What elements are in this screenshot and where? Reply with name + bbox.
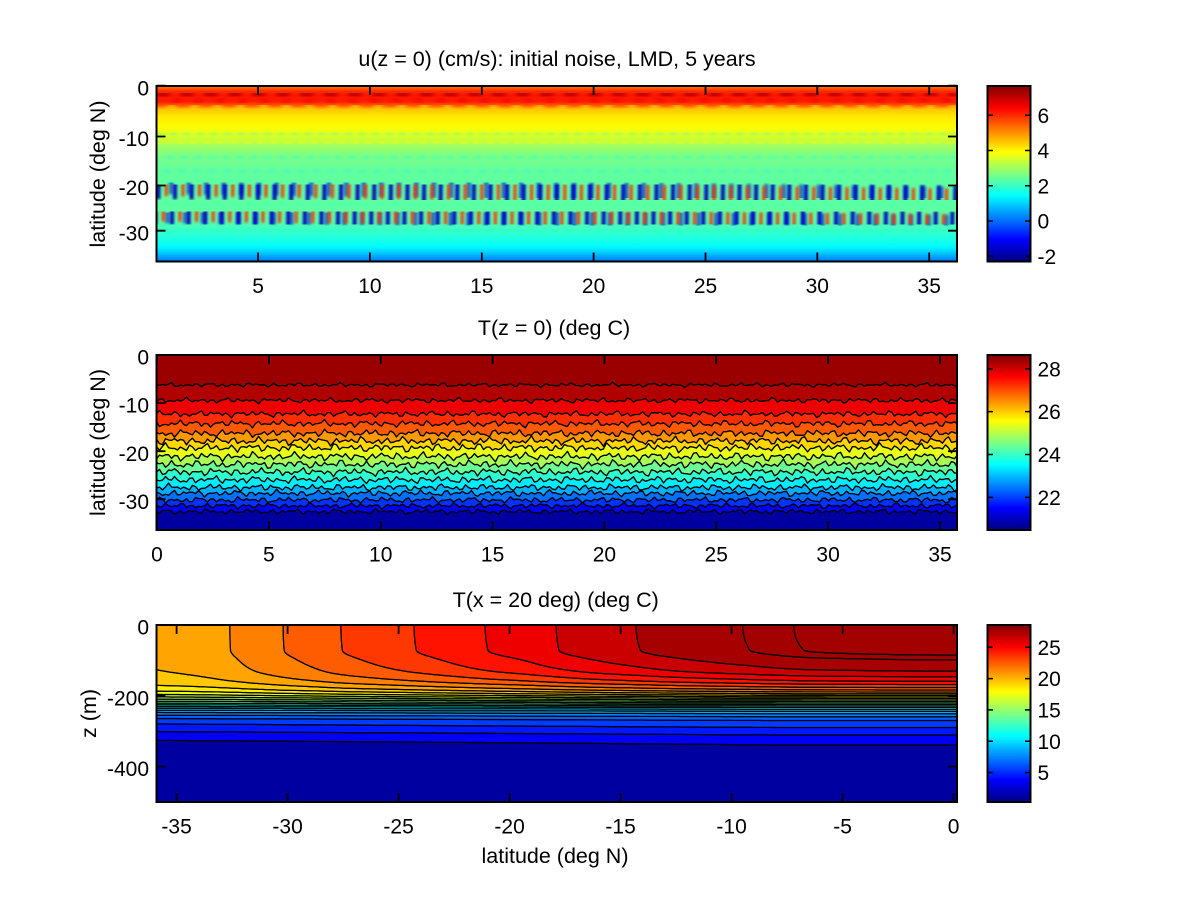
svg-text:25: 25 <box>694 275 717 298</box>
svg-text:25: 25 <box>1038 637 1061 660</box>
svg-text:-200: -200 <box>107 687 149 710</box>
svg-text:10: 10 <box>358 275 381 298</box>
svg-text:-5: -5 <box>833 815 852 838</box>
svg-text:20: 20 <box>1038 668 1061 691</box>
svg-text:2: 2 <box>1038 175 1050 198</box>
svg-text:35: 35 <box>928 543 951 566</box>
svg-text:-30: -30 <box>119 491 149 514</box>
svg-text:15: 15 <box>470 275 493 298</box>
svg-text:15: 15 <box>481 543 504 566</box>
svg-text:-400: -400 <box>107 758 149 781</box>
svg-text:-20: -20 <box>494 815 524 838</box>
svg-text:10: 10 <box>369 543 392 566</box>
svg-text:T(x = 20 deg) (deg C): T(x = 20 deg) (deg C) <box>453 588 659 612</box>
svg-text:-35: -35 <box>161 815 191 838</box>
svg-text:0: 0 <box>137 617 149 640</box>
svg-text:latitude (deg N): latitude (deg N) <box>86 369 110 516</box>
svg-text:5: 5 <box>252 275 264 298</box>
svg-text:z (m): z (m) <box>77 689 101 738</box>
svg-text:-2: -2 <box>1038 246 1057 269</box>
svg-text:28: 28 <box>1038 358 1061 381</box>
svg-text:30: 30 <box>806 275 829 298</box>
svg-text:-10: -10 <box>716 815 746 838</box>
svg-text:u(z = 0) (cm/s): initial noise: u(z = 0) (cm/s): initial noise, LMD, 5 y… <box>358 47 755 71</box>
svg-text:0: 0 <box>137 347 149 370</box>
svg-text:0: 0 <box>137 77 149 100</box>
svg-text:20: 20 <box>593 543 616 566</box>
svg-text:24: 24 <box>1038 444 1062 467</box>
svg-text:-10: -10 <box>119 128 149 151</box>
svg-text:30: 30 <box>816 543 839 566</box>
svg-text:0: 0 <box>1038 211 1050 234</box>
svg-text:-10: -10 <box>119 395 149 418</box>
svg-text:0: 0 <box>948 815 960 838</box>
svg-text:-30: -30 <box>272 815 302 838</box>
svg-text:20: 20 <box>582 275 605 298</box>
svg-text:-20: -20 <box>119 177 149 200</box>
svg-text:6: 6 <box>1038 105 1050 128</box>
svg-text:4: 4 <box>1038 140 1050 163</box>
svg-text:26: 26 <box>1038 401 1061 424</box>
svg-text:latitude (deg N): latitude (deg N) <box>482 844 629 868</box>
svg-text:35: 35 <box>918 275 941 298</box>
svg-text:5: 5 <box>1038 762 1050 785</box>
svg-text:latitude (deg N): latitude (deg N) <box>86 101 110 248</box>
svg-text:-20: -20 <box>119 443 149 466</box>
svg-text:T(z = 0) (deg C): T(z = 0) (deg C) <box>478 316 630 340</box>
svg-text:-25: -25 <box>383 815 413 838</box>
svg-text:25: 25 <box>705 543 728 566</box>
svg-text:0: 0 <box>151 543 163 566</box>
svg-text:5: 5 <box>263 543 275 566</box>
svg-text:22: 22 <box>1038 487 1061 510</box>
svg-text:-15: -15 <box>605 815 635 838</box>
svg-text:-30: -30 <box>119 222 149 245</box>
svg-text:15: 15 <box>1038 700 1061 723</box>
svg-text:10: 10 <box>1038 731 1061 754</box>
